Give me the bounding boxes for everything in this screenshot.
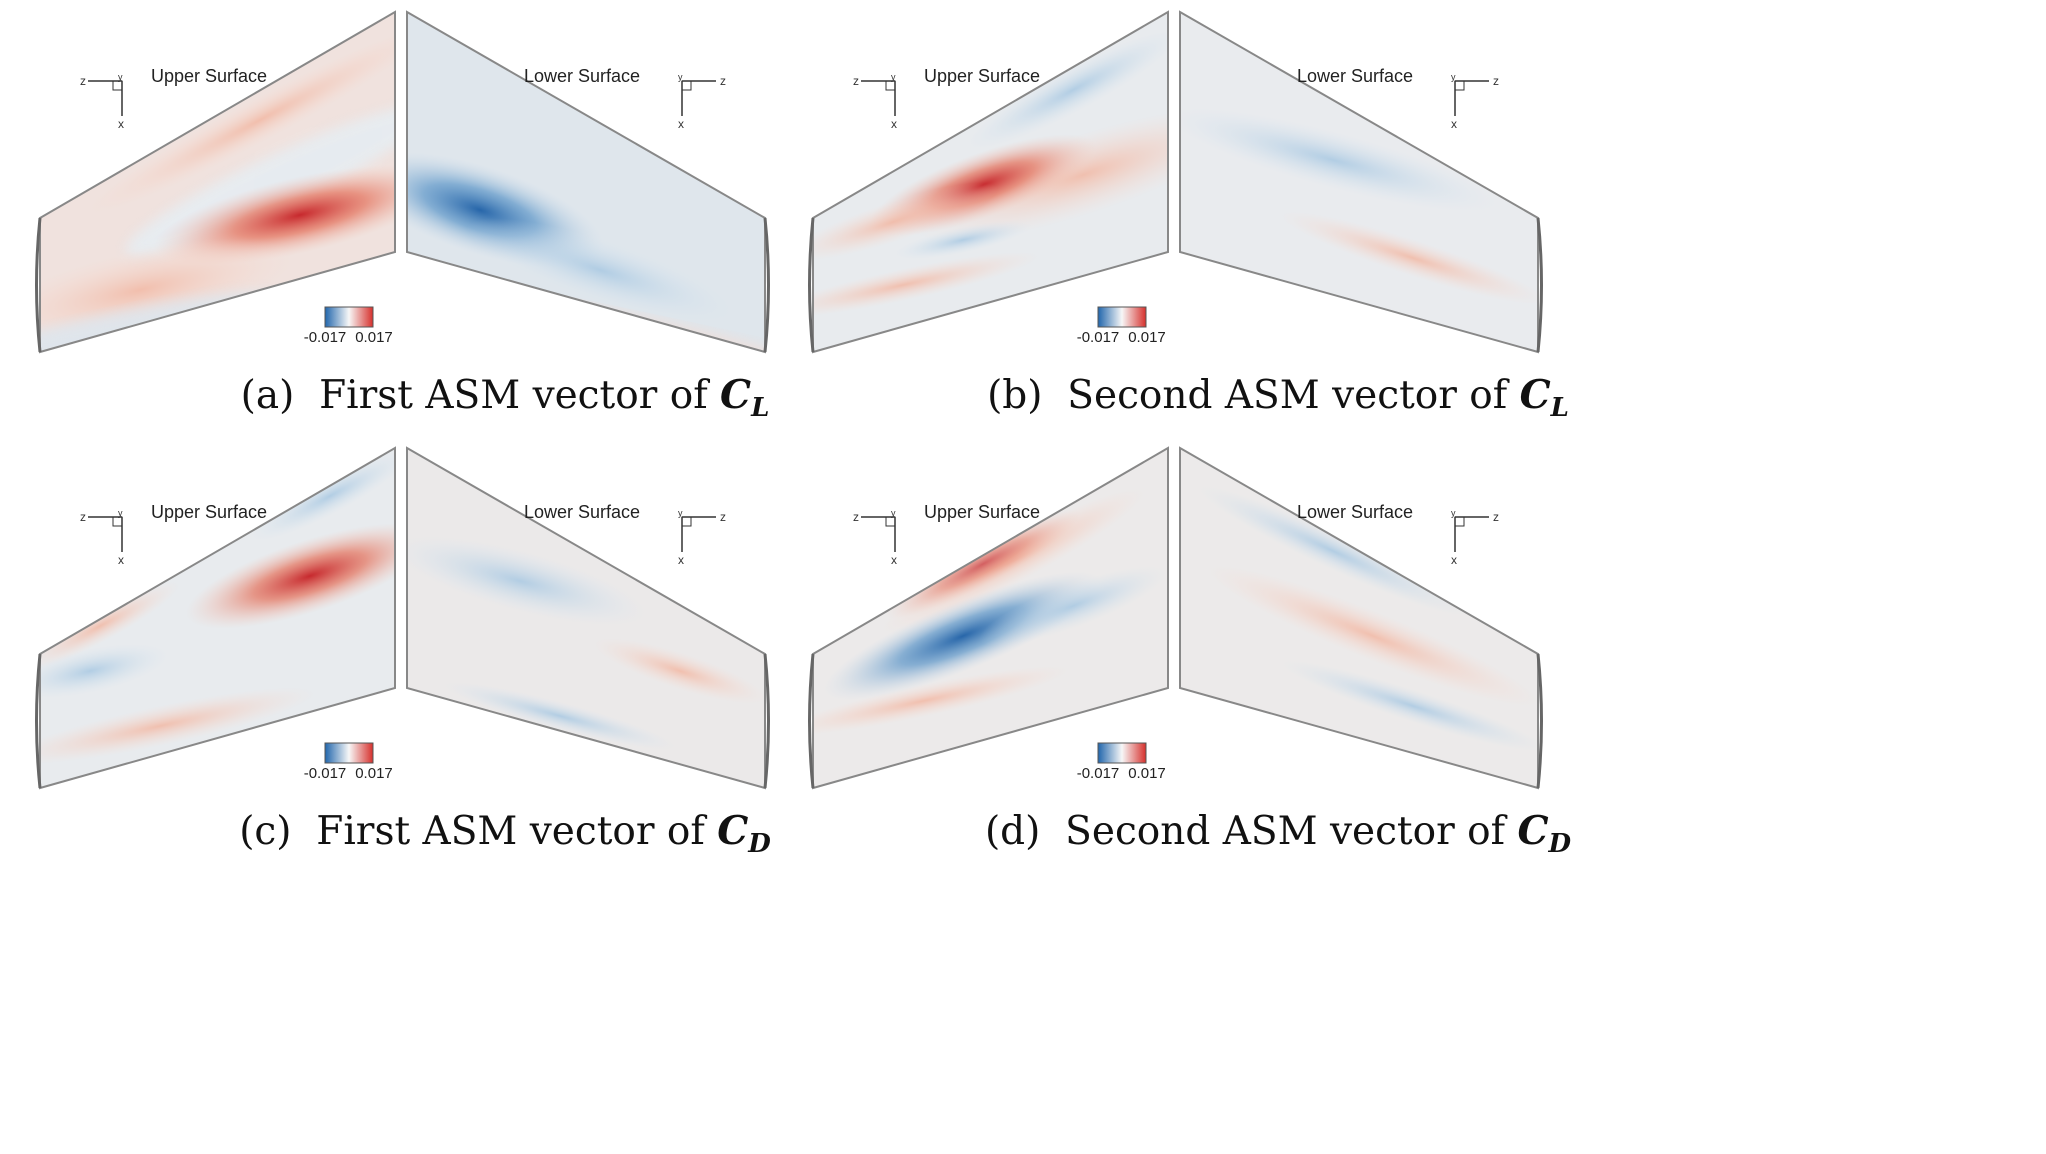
caption-subscript: D: [1548, 829, 1572, 859]
axes-triad-lower: z x y: [678, 508, 726, 567]
colorbar: -0.017 0.017: [1077, 306, 1166, 346]
panel-b: z x y z x y Upper Surface Lower Surface …: [773, 0, 1783, 572]
axis-label-y: y: [1451, 508, 1456, 518]
caption-symbol: C: [1517, 808, 1549, 854]
caption-symbol: C: [717, 808, 749, 854]
panel-c: z x y z x y Upper Surface Lower Surface …: [0, 436, 1010, 1008]
caption-prefix: (d): [984, 809, 1041, 854]
colorbar-max-label: 0.017: [355, 765, 393, 782]
caption-b: (b) Second ASM vector of CL: [773, 372, 1783, 423]
lower-surface-wing: [1179, 10, 1543, 354]
axis-label-y: y: [1451, 72, 1456, 82]
axis-label-y: y: [118, 72, 123, 82]
lower-surface-wing: [406, 446, 770, 790]
colorbar: -0.017 0.017: [1077, 742, 1166, 782]
axis-label-z: z: [853, 510, 859, 524]
colorbar-max-label: 0.017: [1128, 765, 1166, 782]
axis-label-z: z: [720, 510, 726, 524]
axes-triad-upper: z x y: [80, 72, 124, 131]
axis-label-x: x: [1451, 117, 1457, 131]
caption-text: First ASM vector of: [316, 809, 705, 854]
axis-label-z: z: [1493, 74, 1499, 88]
axes-triad-upper: z x y: [853, 508, 897, 567]
caption-subscript: L: [1550, 393, 1569, 423]
colorbar-min-label: -0.017: [1077, 329, 1120, 346]
caption-c: (c) First ASM vector of CD: [0, 808, 1010, 859]
upper-surface-wing: [808, 10, 1169, 354]
axes-triad-lower: z x y: [1451, 72, 1499, 131]
caption-subscript: L: [751, 393, 770, 423]
axis-label-x: x: [678, 553, 684, 567]
caption-prefix: (b): [987, 373, 1043, 418]
colorbar-min-label: -0.017: [304, 329, 347, 346]
panel-d-figure: z x y z x y Upper Surface Lower Surface …: [808, 446, 1543, 790]
axis-label-z: z: [1493, 510, 1499, 524]
axis-label-x: x: [118, 117, 124, 131]
colorbar-max-label: 0.017: [355, 329, 393, 346]
axis-label-y: y: [678, 72, 683, 82]
axis-label-x: x: [118, 553, 124, 567]
colorbar: -0.017 0.017: [304, 306, 393, 346]
caption-symbol: C: [720, 372, 752, 418]
panel-a-figure: z x y z x y Upper Surface Lower Surface …: [35, 10, 770, 354]
axes-triad-lower: z x y: [1451, 508, 1499, 567]
caption-symbol: C: [1519, 372, 1551, 418]
axis-label-y: y: [891, 72, 896, 82]
upper-surface-wing: [808, 446, 1169, 790]
caption-text: Second ASM vector of: [1067, 373, 1508, 418]
axis-label-z: z: [720, 74, 726, 88]
caption-text: Second ASM vector of: [1065, 809, 1506, 854]
upper-surface-wing: [35, 446, 396, 790]
caption-subscript: D: [748, 829, 771, 859]
lower-surface-label: Lower Surface: [1297, 502, 1413, 522]
upper-surface-label: Upper Surface: [151, 66, 267, 86]
upper-surface-label: Upper Surface: [151, 502, 267, 522]
axes-triad-upper: z x y: [80, 508, 124, 567]
panel-b-figure: z x y z x y Upper Surface Lower Surface …: [808, 10, 1543, 354]
lower-surface-label: Lower Surface: [524, 66, 640, 86]
panel-d: z x y z x y Upper Surface Lower Surface …: [773, 436, 1783, 1008]
axis-label-y: y: [891, 508, 896, 518]
caption-prefix: (a): [240, 373, 295, 418]
colorbar-min-label: -0.017: [1077, 765, 1120, 782]
axis-label-x: x: [678, 117, 684, 131]
panel-a: z x y z x y Upper Surface Lower Surface …: [0, 0, 1010, 572]
caption-a: (a) First ASM vector of CL: [0, 372, 1010, 423]
lower-surface-label: Lower Surface: [524, 502, 640, 522]
lower-surface-label: Lower Surface: [1297, 66, 1413, 86]
upper-surface-label: Upper Surface: [924, 66, 1040, 86]
axis-label-y: y: [118, 508, 123, 518]
axis-label-z: z: [853, 74, 859, 88]
axes-triad-upper: z x y: [853, 72, 897, 131]
caption-text: First ASM vector of: [319, 373, 708, 418]
axes-triad-lower: z x y: [678, 72, 726, 131]
panel-c-figure: z x y z x y Upper Surface Lower Surface …: [35, 446, 770, 790]
upper-surface-label: Upper Surface: [924, 502, 1040, 522]
axis-label-x: x: [891, 553, 897, 567]
axis-label-x: x: [891, 117, 897, 131]
upper-surface-wing: [35, 10, 396, 354]
caption-prefix: (c): [239, 809, 292, 854]
colorbar-max-label: 0.017: [1128, 329, 1166, 346]
colorbar: -0.017 0.017: [304, 742, 393, 782]
colorbar-min-label: -0.017: [304, 765, 347, 782]
axis-label-z: z: [80, 510, 86, 524]
lower-surface-wing: [1179, 446, 1543, 790]
caption-d: (d) Second ASM vector of CD: [773, 808, 1783, 859]
axis-label-z: z: [80, 74, 86, 88]
axis-label-y: y: [678, 508, 683, 518]
axis-label-x: x: [1451, 553, 1457, 567]
